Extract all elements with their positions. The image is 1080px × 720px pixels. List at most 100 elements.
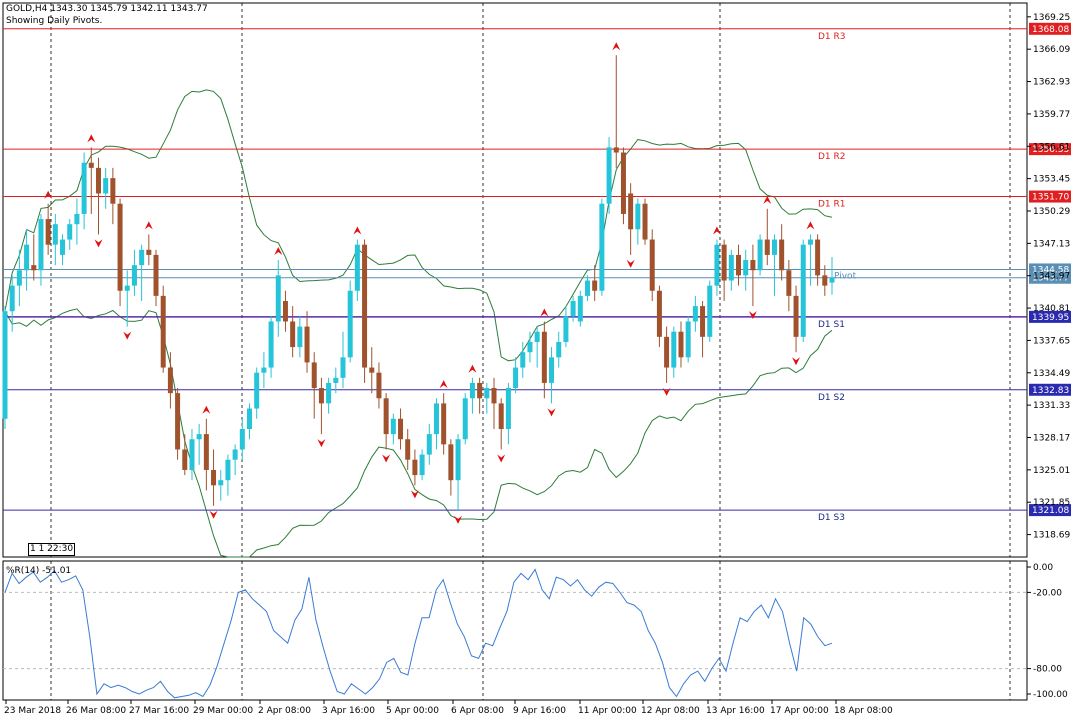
candle-body — [24, 244, 30, 271]
fractal-down-arrow — [454, 515, 463, 524]
pivot-price-box — [1029, 504, 1071, 517]
candle-body — [167, 367, 173, 394]
candle-body — [2, 311, 8, 419]
candle-body — [664, 336, 670, 368]
fractal-up-arrow — [274, 247, 283, 256]
x-tick-label: 12 Apr 08:00 — [641, 706, 700, 716]
y-tick-label: 1328.17 — [1033, 433, 1070, 443]
candle-body — [685, 321, 691, 358]
candle-body — [369, 367, 375, 373]
price-panel-frame — [2, 2, 1028, 558]
candle-body — [635, 203, 641, 230]
candle-body — [441, 403, 447, 445]
fractal-down-arrow — [662, 387, 671, 396]
vertical-grid — [50, 3, 1011, 700]
candle-body — [247, 408, 253, 429]
candle-body — [584, 280, 590, 296]
fractal-down-arrow — [123, 331, 132, 340]
fractal-up-arrow — [44, 190, 53, 199]
x-tick-label: 2 Apr 08:00 — [258, 706, 311, 716]
y-tick-label: 1321.85 — [1033, 498, 1070, 508]
candle-body — [613, 147, 619, 153]
fractal-down-arrow — [547, 408, 556, 417]
candle-body — [175, 393, 181, 450]
pivot-price-box — [1029, 263, 1071, 276]
x-tick-label: 17 Apr 00:00 — [770, 706, 829, 716]
fractal-up-arrow — [712, 226, 721, 235]
candle-body — [153, 254, 159, 296]
candle-body — [549, 357, 555, 383]
candle-body — [146, 249, 152, 255]
fractal-arrows — [44, 42, 815, 524]
x-tick-label: 18 Apr 08:00 — [834, 706, 893, 716]
candle-body — [556, 341, 562, 358]
candle-body — [577, 295, 583, 322]
pivot-price-label: 1368.08 — [1032, 25, 1069, 35]
candle-body — [807, 239, 813, 245]
x-tick-label: 26 Mar 08:00 — [66, 706, 126, 716]
candle-body — [793, 295, 799, 337]
candle-body — [282, 300, 288, 322]
candle-body — [268, 321, 274, 368]
x-tick-label: 3 Apr 16:00 — [322, 706, 375, 716]
candle-body — [405, 439, 411, 460]
y-tick-label: 1334.49 — [1033, 369, 1070, 379]
x-tick-label: 5 Apr 00:00 — [386, 706, 439, 716]
pivot-price-label: 1344.58 — [1032, 265, 1069, 275]
x-tick-label: 29 Mar 00:00 — [193, 706, 253, 716]
fractal-up-arrow — [202, 405, 211, 414]
candle-body — [527, 341, 533, 353]
candle-body — [592, 280, 598, 291]
y-tick-label: 1347.13 — [1033, 239, 1070, 249]
candle-body — [692, 306, 698, 322]
y-tick-label: 1343.97 — [1033, 272, 1070, 282]
pivot-label: D1 R3 — [818, 32, 846, 42]
candle-body — [225, 459, 231, 481]
period-separator-marker[interactable]: 1 1 22:30 — [28, 543, 76, 556]
candle-body — [390, 418, 396, 435]
candle-body — [786, 270, 792, 296]
candle-body — [736, 254, 742, 276]
candle-body — [491, 388, 497, 404]
candle-body — [182, 449, 188, 470]
candle-body — [196, 434, 202, 440]
pivot-lines — [3, 28, 1027, 511]
candle-body — [469, 382, 475, 399]
x-tick-label: 27 Mar 16:00 — [129, 706, 189, 716]
y-tick-label: 1353.45 — [1033, 175, 1070, 185]
candle-body — [318, 388, 324, 404]
candle-body — [376, 372, 382, 399]
candle-body — [728, 254, 734, 281]
candle-body — [484, 388, 490, 399]
y-tick-label: 1359.77 — [1033, 110, 1070, 120]
chart-header: GOLD,H4 1343.30 1345.79 1342.11 1343.77 — [6, 4, 208, 14]
candle-body — [362, 244, 368, 368]
candle-body — [354, 244, 360, 291]
candle-body — [326, 382, 332, 404]
candle-body — [628, 193, 634, 230]
pivot-price-label: 1339.95 — [1032, 313, 1069, 323]
candle-body — [239, 428, 245, 450]
fractal-up-arrow — [612, 42, 621, 51]
candlesticks — [2, 55, 835, 511]
candle-body — [606, 147, 612, 204]
y-tick-label: 1337.65 — [1033, 336, 1070, 346]
pivot-price-label: 1321.08 — [1032, 506, 1069, 516]
candle-body — [764, 239, 770, 255]
candle-body — [347, 290, 353, 358]
candle-body — [455, 439, 461, 481]
candle-body — [103, 178, 109, 194]
candle-body — [275, 275, 281, 322]
pivot-price-box — [1029, 383, 1071, 396]
candle-body — [333, 377, 339, 383]
wpr-line — [4, 568, 833, 699]
y-tick-label: 1369.25 — [1033, 13, 1070, 23]
fractal-down-arrow — [382, 454, 391, 463]
candle-body — [620, 152, 626, 214]
pivot-price-box — [1029, 22, 1071, 35]
fractal-up-arrow — [540, 308, 549, 317]
fractal-down-arrow — [748, 311, 757, 320]
candle-body — [477, 382, 483, 399]
candle-body — [117, 203, 123, 291]
candle-body — [67, 224, 73, 240]
